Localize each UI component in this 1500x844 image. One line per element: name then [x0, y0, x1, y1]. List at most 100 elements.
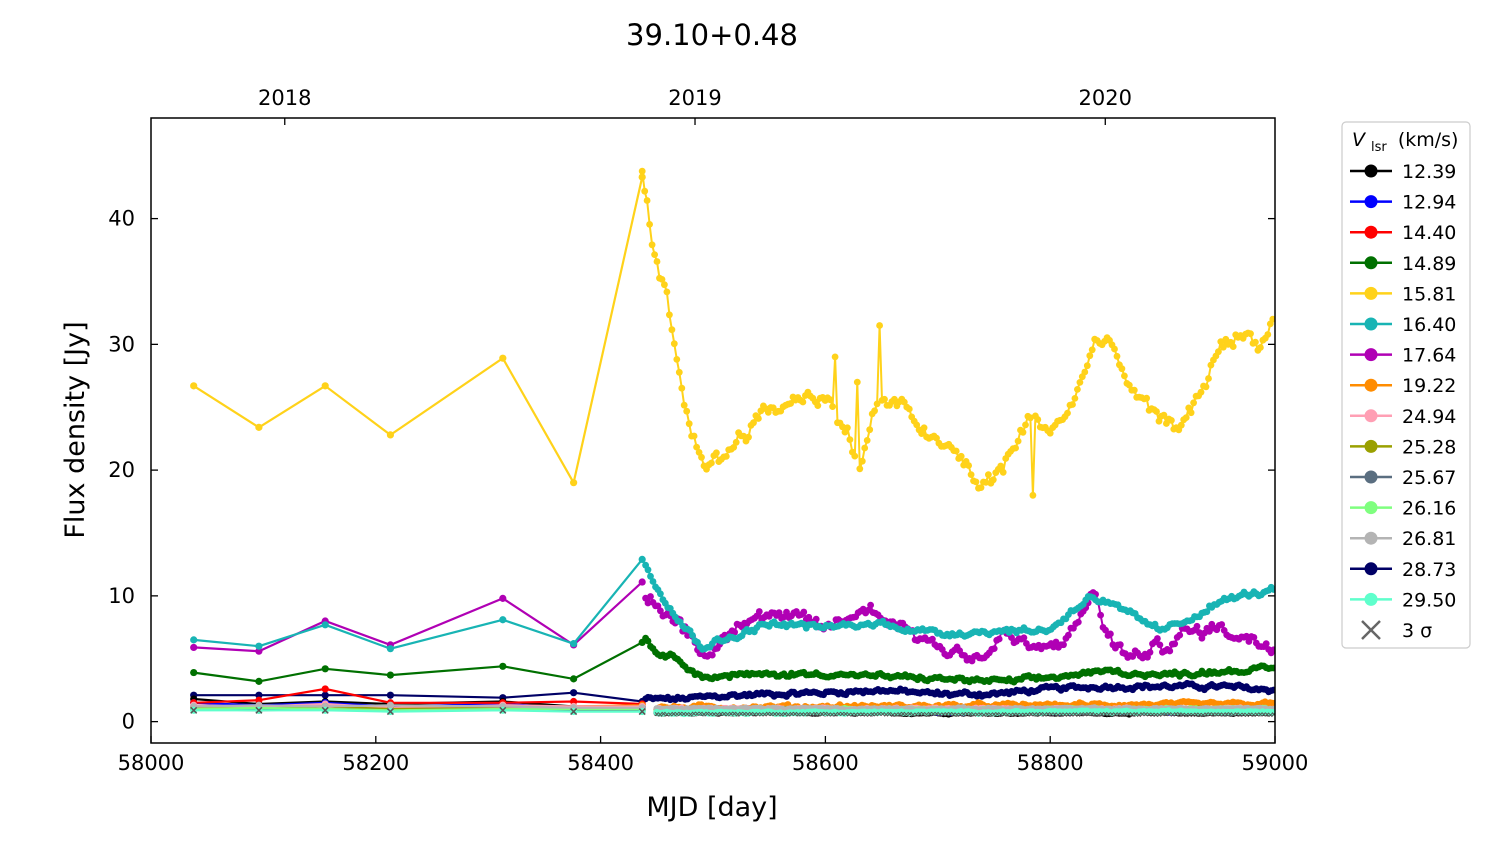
sigma-marker: [1133, 711, 1138, 717]
legend-marker: [1364, 501, 1378, 515]
sigma-marker: [1022, 712, 1027, 717]
sigma-marker: [1136, 712, 1142, 718]
data-point: [881, 395, 888, 403]
sigma-marker: [1086, 712, 1091, 717]
data-point: [680, 401, 688, 409]
legend-entry-24-94: 24.94: [1350, 406, 1456, 428]
sigma-marker: [1173, 711, 1179, 717]
data-point: [1086, 352, 1094, 360]
sigma-marker: [910, 712, 916, 717]
data-point: [638, 167, 646, 175]
data-point: [787, 400, 794, 407]
data-point: [1034, 416, 1042, 423]
sigma-marker: [1177, 712, 1182, 717]
sigma-marker: [856, 712, 862, 717]
data-point: [1176, 631, 1184, 639]
legend-entry-12-94: 12.94: [1350, 192, 1456, 214]
sigma-marker: [691, 711, 697, 716]
sigma-marker: [890, 712, 895, 717]
sigma-marker: [1055, 712, 1061, 718]
data-point: [967, 471, 975, 478]
data-point: [1271, 699, 1275, 707]
sigma-marker: [809, 712, 815, 717]
sigma-marker: [1268, 712, 1273, 718]
data-point: [1060, 641, 1067, 649]
sigma-marker: [742, 711, 747, 717]
sigma-marker: [1248, 712, 1253, 717]
legend-entry-25-67: 25.67: [1350, 467, 1456, 489]
data-point: [646, 221, 653, 228]
data-point: [1203, 608, 1211, 616]
data-point: [1177, 421, 1185, 429]
data-point: [644, 566, 652, 574]
data-point: [858, 457, 866, 465]
sigma-marker: [1217, 712, 1223, 717]
sigma-marker: [782, 711, 788, 717]
data-point: [1029, 491, 1037, 499]
sigma-marker: [1045, 712, 1051, 717]
data-point: [673, 356, 681, 363]
sigma-marker: [829, 712, 835, 717]
data-point: [1014, 437, 1022, 445]
sigma-marker: [769, 712, 774, 717]
legend-entry-3-sigma: 3 σ: [1361, 620, 1432, 642]
data-point: [1218, 621, 1226, 628]
data-point: [321, 691, 329, 699]
legend-marker: [1364, 256, 1378, 270]
sigma-marker: [1231, 712, 1236, 718]
data-point: [965, 462, 972, 469]
data-point: [657, 607, 664, 615]
sigma-marker: [1261, 712, 1266, 717]
data-point: [255, 691, 263, 699]
data-point: [255, 647, 263, 655]
sigma-marker: [1163, 712, 1169, 717]
data-point: [1166, 647, 1174, 655]
data-point: [783, 608, 790, 616]
data-point: [929, 635, 936, 643]
legend-entry-19-22: 19.22: [1350, 375, 1456, 397]
data-point: [386, 431, 395, 439]
data-point: [972, 478, 980, 486]
sigma-marker: [1106, 712, 1111, 717]
data-point: [799, 398, 807, 406]
sigma-marker: [776, 711, 781, 717]
data-point: [647, 593, 654, 600]
sigma-marker: [1076, 712, 1081, 718]
data-point: [999, 468, 1007, 476]
sigma-marker: [725, 712, 730, 717]
sigma-marker: [779, 712, 784, 717]
sigma-marker: [978, 712, 983, 717]
data-point: [1269, 315, 1275, 323]
data-point: [499, 594, 507, 602]
sigma-marker: [759, 712, 764, 717]
data-point: [1264, 331, 1272, 338]
sigma-marker: [735, 712, 740, 717]
legend-marker: [1364, 378, 1378, 392]
data-point: [321, 621, 329, 629]
data-point: [722, 453, 730, 460]
top-tick-label: 2018: [258, 86, 311, 110]
sigma-marker: [752, 712, 757, 717]
data-point: [386, 645, 395, 653]
data-point: [1197, 388, 1205, 396]
sigma-marker: [873, 712, 879, 717]
data-point: [1187, 409, 1195, 417]
data-point: [1160, 411, 1168, 419]
sigma-marker: [705, 711, 710, 716]
data-point: [1008, 634, 1015, 641]
legend-marker: [1364, 317, 1378, 331]
data-point: [1206, 628, 1213, 635]
data-point: [1022, 421, 1029, 429]
sigma-marker: [870, 712, 875, 717]
sigma-marker: [843, 711, 848, 717]
sigma-marker: [1012, 712, 1017, 717]
data-point: [1156, 641, 1164, 649]
sigma-marker: [813, 711, 818, 717]
sigma-marker: [1008, 712, 1014, 717]
legend-label: 26.16: [1402, 498, 1456, 520]
sigma-marker: [1025, 712, 1030, 717]
sigma-marker: [738, 711, 744, 716]
sigma-marker: [1066, 712, 1071, 717]
legend-entry-26-81: 26.81: [1350, 528, 1456, 550]
sigma-marker: [1126, 711, 1132, 717]
